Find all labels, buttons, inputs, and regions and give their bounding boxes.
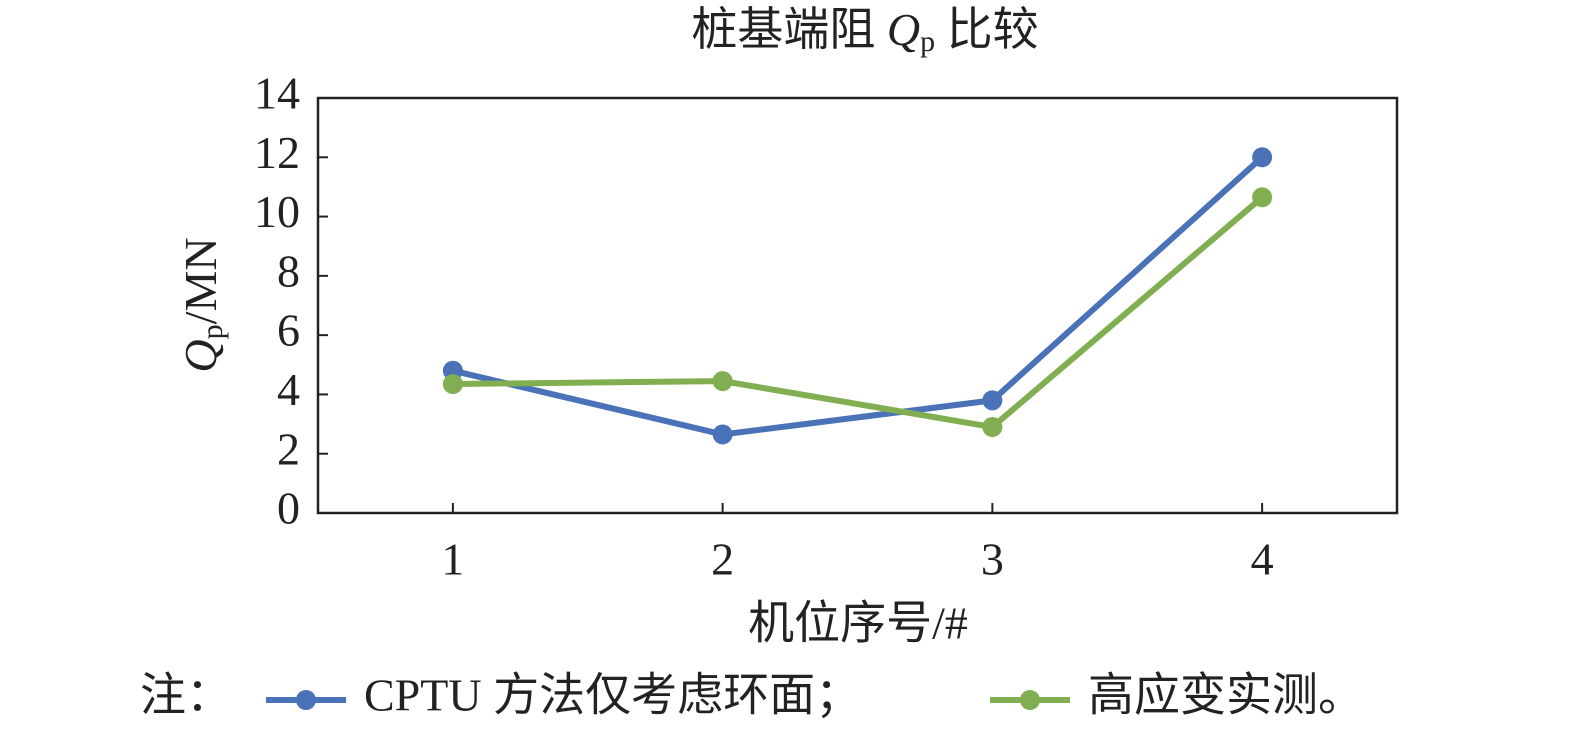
x-axis-label: 机位序号/#	[748, 598, 968, 649]
y-axis-label-part: Q	[175, 339, 226, 372]
series-marker	[712, 424, 733, 445]
y-tick-label: 0	[277, 483, 300, 534]
chart-title: 桩基端阻 Qp 比较	[691, 4, 1038, 58]
y-axis-label-part: /MN	[175, 237, 226, 324]
legend-marker	[1020, 690, 1040, 710]
chart-title-part: 桩基端阻	[691, 4, 887, 55]
series-marker	[982, 417, 1003, 438]
series-line	[452, 155, 1265, 438]
x-tick-label: 1	[441, 534, 464, 585]
y-tick-label: 10	[254, 186, 300, 237]
x-tick-label: 3	[981, 534, 1004, 585]
y-axis-label-part: p	[196, 324, 229, 339]
legend-label: CPTU 方法仅考虑环面；	[364, 670, 861, 721]
x-tick-label: 2	[711, 534, 734, 585]
chart-title-part: p	[920, 25, 935, 58]
x-tick-label: 4	[1251, 534, 1274, 585]
y-tick-label: 2	[277, 423, 300, 474]
series-marker	[442, 374, 463, 395]
legend-marker	[296, 690, 316, 710]
y-tick-label: 8	[277, 245, 300, 296]
legend-label: 高应变实测。	[1088, 670, 1364, 721]
y-tick-label: 6	[277, 305, 300, 356]
series-marker	[1252, 187, 1273, 208]
y-tick-label: 12	[254, 127, 300, 178]
y-axis-label: Qp/MN	[175, 237, 229, 372]
y-tick-label: 14	[254, 68, 300, 119]
chart-title-part: 比较	[935, 4, 1039, 55]
y-tick-label: 4	[277, 364, 300, 415]
plot-frame	[316, 96, 1399, 515]
series-marker	[982, 390, 1003, 411]
chart-title-part: Q	[887, 4, 920, 55]
series-line	[452, 195, 1265, 431]
series-marker	[712, 371, 733, 392]
series-marker	[1252, 147, 1273, 168]
legend-prefix: 注：	[140, 670, 232, 721]
